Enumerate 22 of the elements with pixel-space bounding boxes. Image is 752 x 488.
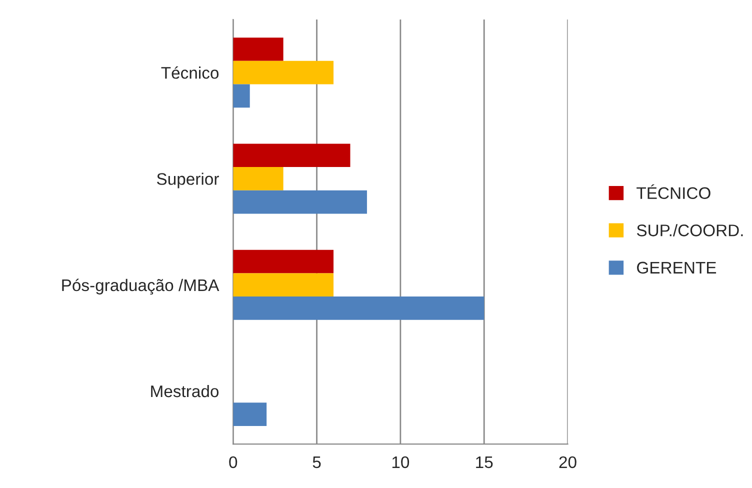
bar [233,167,284,190]
y-tick-label: Mestrado [151,384,219,398]
legend-label: SUP./COORD. [636,224,743,236]
bar [233,273,334,297]
y-tick-label: Superior [156,172,219,188]
bar [233,84,250,108]
x-tick-label: 15 [476,456,493,468]
x-tick-label: 10 [392,456,410,468]
bar [233,144,350,168]
bar [233,296,484,320]
legend-label: GERENTE [637,262,716,274]
bar [233,60,334,84]
x-tick-label: 20 [559,456,576,468]
x-tick-label: 5 [312,456,321,468]
y-tick-label: Técnico [161,66,219,79]
bar [233,250,334,274]
bar [233,38,284,61]
bar [233,190,367,214]
legend-label: TÉCNICO [636,184,710,200]
bar [233,402,267,426]
y-tick-label: Pós-graduação /MBA [62,278,220,295]
x-tick-label: 0 [229,456,238,468]
